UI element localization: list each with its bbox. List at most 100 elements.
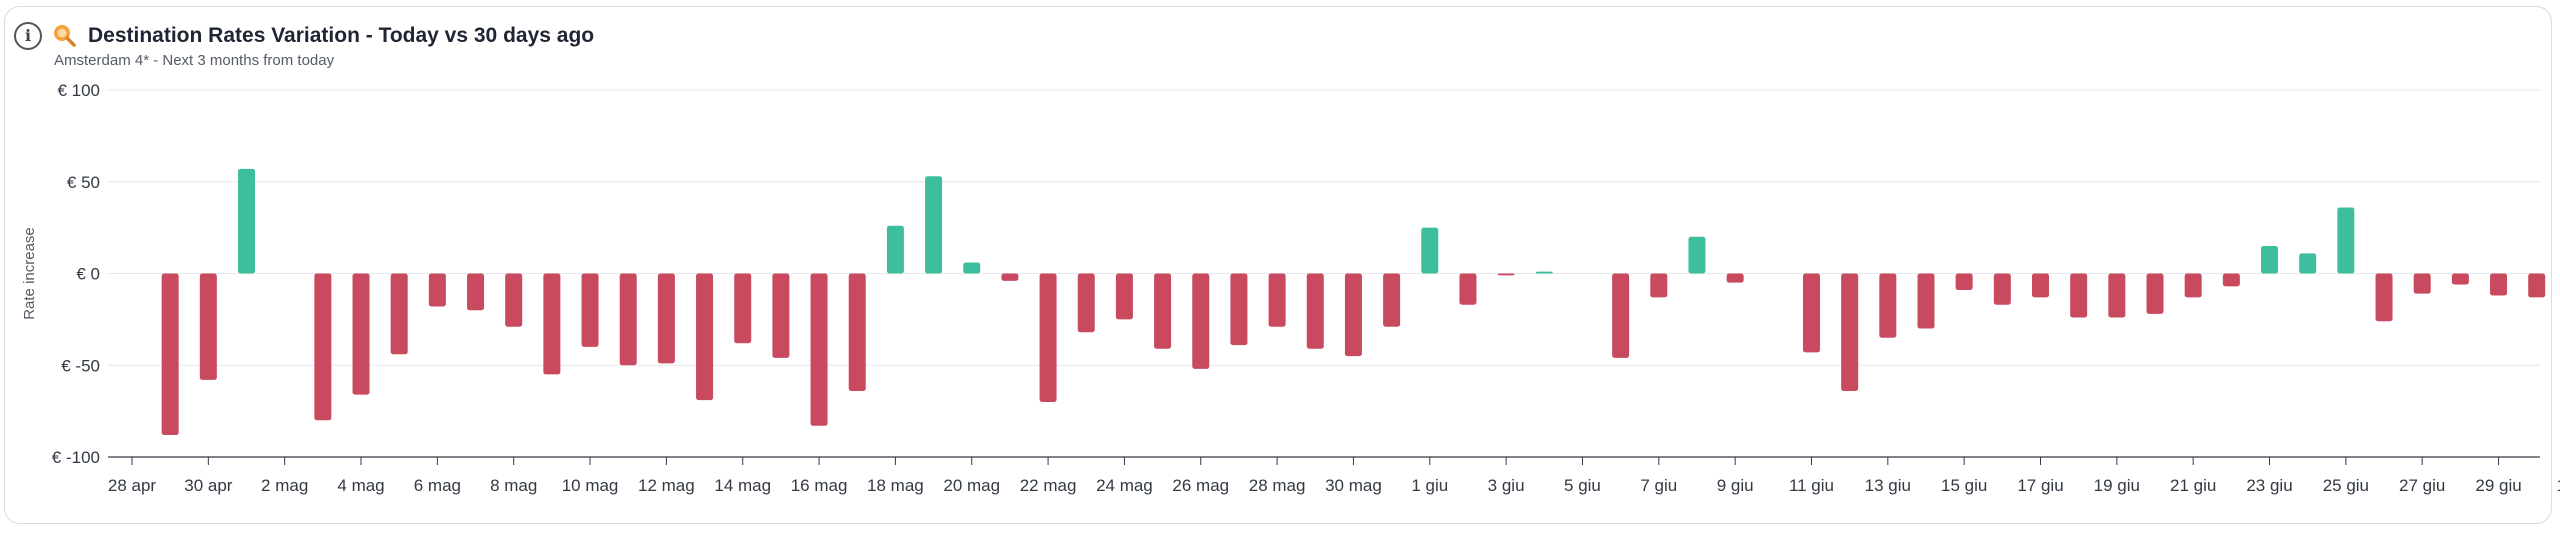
- bar: [1383, 273, 1401, 327]
- bar: [1154, 273, 1172, 349]
- bar: [772, 273, 790, 358]
- bar: [1459, 273, 1477, 305]
- bar: [810, 273, 828, 426]
- x-tick-label: 28 apr: [108, 476, 157, 495]
- x-tick-label: 24 mag: [1096, 476, 1153, 495]
- bar: [543, 273, 561, 375]
- bar: [352, 273, 370, 395]
- bar: [886, 225, 904, 274]
- x-tick-label: 14 mag: [714, 476, 771, 495]
- bar: [505, 273, 523, 327]
- x-tick-label: 19 giu: [2094, 476, 2140, 495]
- x-tick-label: 7 giu: [1640, 476, 1677, 495]
- y-tick-label: € 0: [76, 265, 100, 284]
- bar: [1535, 271, 1553, 274]
- bar: [1001, 273, 1019, 281]
- bar: [1192, 273, 1210, 369]
- chart-card: [4, 6, 2552, 524]
- bar: [848, 273, 866, 391]
- bar: [1115, 273, 1133, 320]
- bar: [1802, 273, 1820, 353]
- x-tick-label: 30 apr: [184, 476, 233, 495]
- search-badge-icon: [54, 25, 76, 47]
- bar: [1879, 273, 1897, 338]
- x-tick-label: 25 giu: [2323, 476, 2369, 495]
- bar: [2337, 207, 2355, 274]
- bar: [1421, 227, 1439, 274]
- bar: [467, 273, 485, 311]
- grid-layer: [108, 89, 2540, 458]
- bar: [1841, 273, 1859, 391]
- bar: [2528, 273, 2546, 298]
- bar: [2146, 273, 2164, 314]
- x-tick-label: 22 mag: [1020, 476, 1077, 495]
- x-tick-label: 6 mag: [414, 476, 461, 495]
- bar: [314, 273, 332, 421]
- x-tick-label: 13 giu: [1865, 476, 1911, 495]
- bar: [657, 273, 675, 364]
- bar: [1688, 236, 1706, 274]
- x-tick-label: 2 mag: [261, 476, 308, 495]
- x-tick-label: 3 giu: [1488, 476, 1525, 495]
- bar: [2451, 273, 2469, 285]
- bar: [2413, 273, 2431, 294]
- bar: [2261, 245, 2279, 274]
- bar: [1230, 273, 1248, 346]
- bar-layer: [161, 168, 2546, 435]
- bar: [619, 273, 637, 366]
- x-tick-label: 15 giu: [1941, 476, 1987, 495]
- bar: [925, 176, 943, 274]
- bar: [1039, 273, 1057, 402]
- bar: [1344, 273, 1362, 357]
- bar: [1268, 273, 1286, 327]
- bar: [238, 168, 256, 274]
- bar: [581, 273, 599, 347]
- bar: [1650, 273, 1668, 298]
- bar: [2184, 273, 2202, 298]
- x-tick-label: 4 mag: [337, 476, 384, 495]
- bar: [2299, 253, 2317, 274]
- x-tick-label: 23 giu: [2246, 476, 2292, 495]
- y-tick-label: € 100: [57, 81, 100, 100]
- bar: [1077, 273, 1095, 333]
- axis-layer: € 100 € 50 € 0 € -50 € -100 Rate increase 28 a…: [21, 81, 2560, 495]
- x-tick-label: 9 giu: [1717, 476, 1754, 495]
- bar: [428, 273, 446, 307]
- x-tick-label: 11 giu: [1789, 476, 1834, 495]
- bar: [161, 273, 179, 435]
- x-tick-label: 1 giu: [1411, 476, 1448, 495]
- bar: [2070, 273, 2088, 318]
- chart-subtitle: Amsterdam 4* - Next 3 months from today: [54, 52, 335, 69]
- x-tick-label: 29 giu: [2475, 476, 2521, 495]
- x-tick-label: 5 giu: [1564, 476, 1601, 495]
- x-tick-label: 27 giu: [2399, 476, 2445, 495]
- x-tick-label: 21 giu: [2170, 476, 2216, 495]
- bar: [390, 273, 408, 355]
- x-tick-label: 12 mag: [638, 476, 695, 495]
- x-tick-label: 30 mag: [1325, 476, 1382, 495]
- bar: [963, 262, 981, 274]
- bar: [2108, 273, 2126, 318]
- bar: [1955, 273, 1973, 291]
- chart-title: Destination Rates Variation - Today vs 3…: [88, 24, 595, 47]
- bar: [696, 273, 714, 401]
- bar: [1917, 273, 1935, 329]
- y-tick-label: € -50: [61, 356, 100, 375]
- y-axis-title: Rate increase: [21, 227, 38, 320]
- x-tick-label: 1 lug: [2556, 476, 2560, 495]
- bar: [199, 273, 217, 380]
- bar: [2375, 273, 2393, 322]
- x-tick-label: 17 giu: [2017, 476, 2063, 495]
- x-tick-label: 8 mag: [490, 476, 537, 495]
- bar: [1306, 273, 1324, 349]
- bar: [2032, 273, 2049, 298]
- x-tick-label: 10 mag: [562, 476, 619, 495]
- bar: [1726, 273, 1744, 283]
- x-tick-label: 16 mag: [791, 476, 848, 495]
- y-tick-label: € -100: [52, 448, 100, 467]
- bar: [2490, 273, 2508, 296]
- x-tick-label: 20 mag: [943, 476, 1000, 495]
- bar: [1993, 273, 2011, 305]
- info-icon[interactable]: i: [14, 22, 42, 50]
